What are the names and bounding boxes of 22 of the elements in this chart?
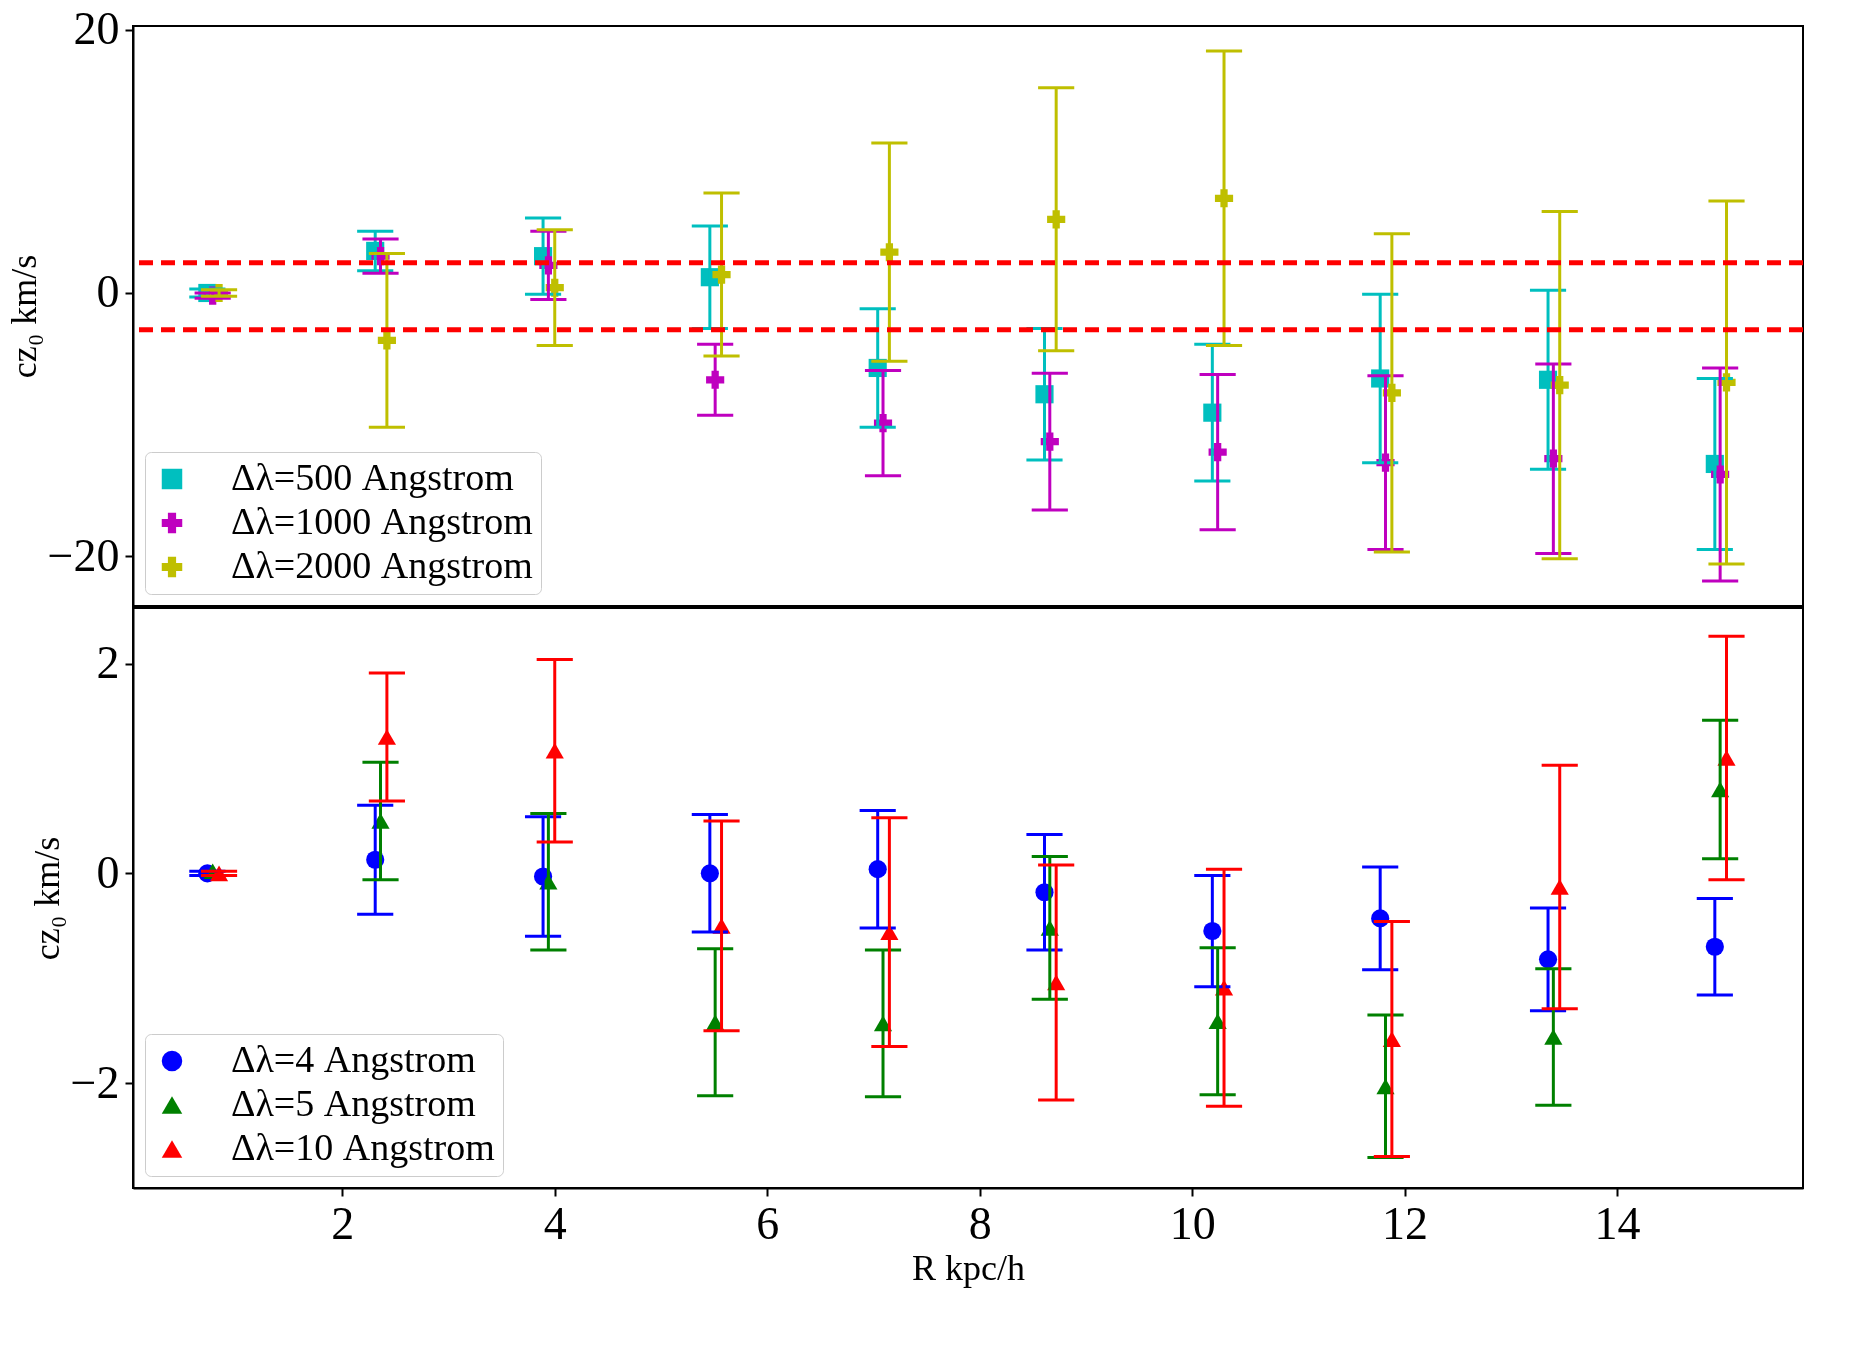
x-tick-label: 12 <box>1382 1197 1429 1249</box>
x-tick-label: 14 <box>1594 1197 1641 1249</box>
legend-label: Δλ=2000 Angstrom <box>231 544 533 586</box>
y-tick-label: 0 <box>96 846 120 898</box>
y-axis-title: cz₀ km/s <box>3 254 44 379</box>
x-axis-title: R kpc/h <box>912 1247 1025 1288</box>
legend-label: Δλ=1000 Angstrom <box>231 500 533 542</box>
y-tick-label: 20 <box>73 3 120 55</box>
legend-label: Δλ=500 Angstrom <box>231 456 514 498</box>
x-tick-label: 6 <box>756 1197 780 1249</box>
legend-label: Δλ=5 Angstrom <box>231 1082 476 1124</box>
x-tick-label: 2 <box>331 1197 355 1249</box>
legend-label: Δλ=4 Angstrom <box>231 1038 476 1080</box>
y-axis-title: cz₀ km/s <box>26 836 67 961</box>
y-tick-label: 2 <box>96 637 120 689</box>
y-tick-label: 0 <box>96 266 120 318</box>
x-tick-label: 8 <box>968 1197 992 1249</box>
legend-label: Δλ=10 Angstrom <box>231 1126 495 1168</box>
y-tick-label: −2 <box>70 1056 120 1108</box>
y-tick-label: −20 <box>47 529 120 581</box>
x-tick-label: 4 <box>543 1197 567 1249</box>
x-tick-label: 10 <box>1169 1197 1216 1249</box>
